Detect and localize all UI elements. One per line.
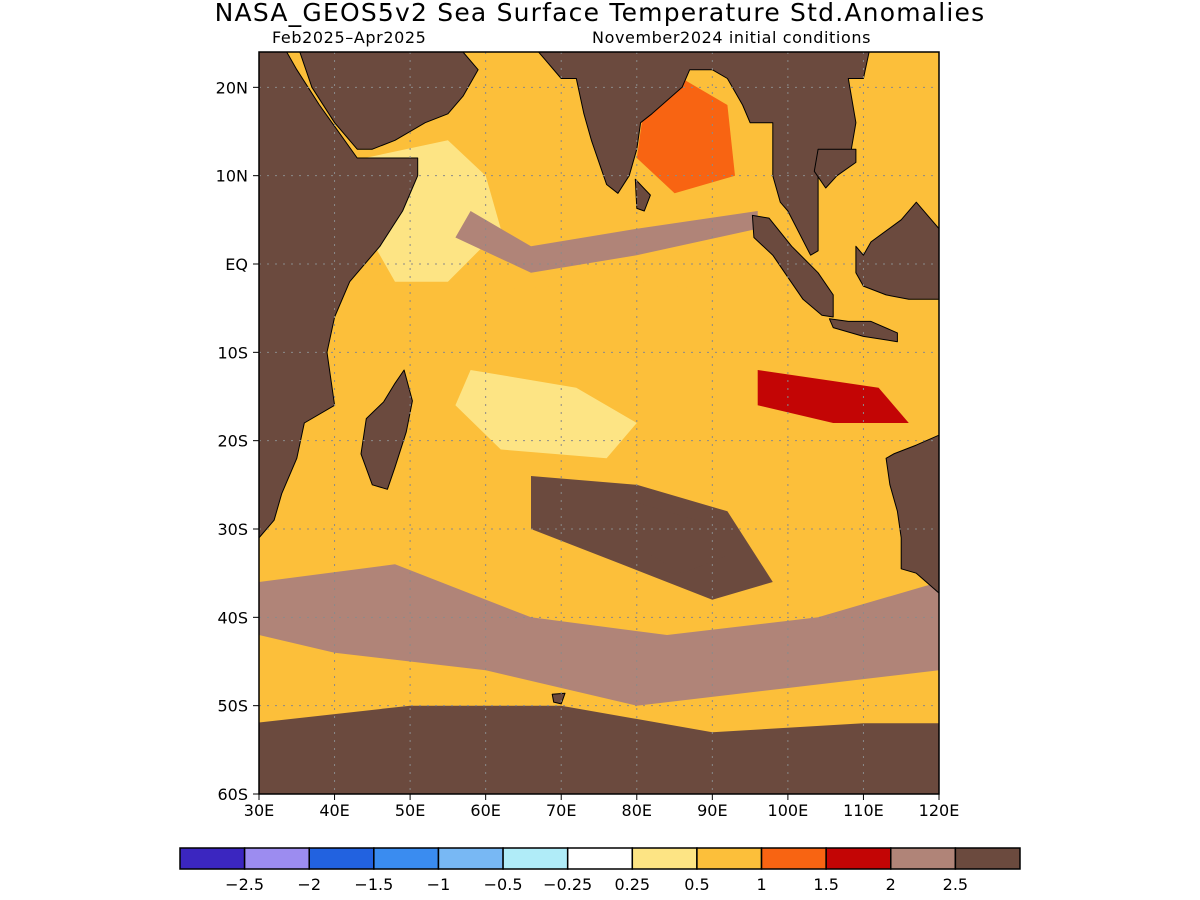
bay-of-bengal-anomaly-region [636,78,735,194]
java [828,318,898,343]
initial-conditions: November2024 initial conditions [592,28,872,47]
colorbar-swatch [437,847,504,870]
lon-tick-label: 40E [319,801,349,820]
lon-tick-label: 30E [244,801,274,820]
colorbar-swatch [760,847,827,870]
colorbar-label: −1 [427,875,451,894]
colorbar-label: −2 [297,875,321,894]
colorbar-swatch [179,847,246,870]
colorbar-label: −0.25 [543,875,592,894]
colorbar-swatch [825,847,892,870]
colorbar-label: 1.5 [813,875,838,894]
lat-tick-label: 50S [217,697,248,716]
lat-tick-label: 30S [217,520,248,539]
colorbar-label: 0.5 [684,875,709,894]
north-indian-warm-belt-region [455,211,758,273]
colorbar-label: −0.5 [484,875,523,894]
australia-landmass [885,434,939,594]
lat-tick-label: 60S [217,785,248,804]
forecast-period: Feb2025–Apr2025 [272,28,427,47]
sumatra [751,214,834,318]
anomaly-regions [259,78,939,706]
south-cold-inner-region [636,502,728,574]
indochina-south [813,148,857,189]
arabia-asia-landmass [299,52,479,150]
colorbar-label: −2.5 [225,875,264,894]
east-warm-patch-region [757,370,909,423]
lat-tick-label: 20S [217,432,248,451]
colorbar: −2.5 −2 −1.5 −1 −0.5 −0.25 0.25 0.5 1 1.5 2 2.5 [179,847,1021,894]
africa-landmass [259,52,419,539]
lat-tick-label: 10N [216,167,248,186]
axis-ticks: 30E 40E 50E 60E 70E 80E 90E 100E 110E 120E 20N 10N E… [216,78,960,820]
colorbar-swatch [373,847,440,870]
land-masses [259,52,939,794]
antarctic-region [259,705,939,794]
colorbar-label: −1.5 [354,875,393,894]
lon-tick-label: 100E [768,801,809,820]
lon-tick-label: 50E [395,801,425,820]
colorbar-label: 1 [756,875,766,894]
lon-tick-label: 60E [470,801,500,820]
lat-tick-label: 20N [216,78,248,97]
colorbar-swatch [502,847,569,870]
borneo-landmass [855,201,939,300]
southern-warm-band-region [259,564,939,706]
lat-tick-label: 40S [217,608,248,627]
colorbar-swatch [954,847,1021,870]
lon-tick-label: 110E [843,801,884,820]
sri-lanka [634,178,651,212]
colorbar-swatch [308,847,375,870]
chart-title: NASA_GEOS5v2 Sea Surface Temperature Std… [214,0,986,27]
lon-tick-label: 70E [546,801,576,820]
colorbar-label: 2.5 [943,875,968,894]
lon-tick-label: 80E [622,801,652,820]
colorbar-swatch [631,847,698,870]
central-white-patch-region [455,370,637,459]
colorbar-swatch [696,847,763,870]
lon-tick-label: 90E [697,801,727,820]
plot-frame [258,51,940,795]
lat-tick-label: 10S [217,343,248,362]
lon-tick-label: 120E [919,801,960,820]
equatorial-band-region [334,281,849,362]
lat-tick-label: EQ [225,255,248,274]
colorbar-label: 0.25 [614,875,650,894]
madagascar [360,369,413,490]
colorbar-swatch [890,847,957,870]
plot-area [259,52,939,794]
grid-lines [259,52,939,794]
colorbar-swatch [566,847,634,870]
colorbar-swatch [243,847,310,870]
colorbar-label: 2 [886,875,896,894]
